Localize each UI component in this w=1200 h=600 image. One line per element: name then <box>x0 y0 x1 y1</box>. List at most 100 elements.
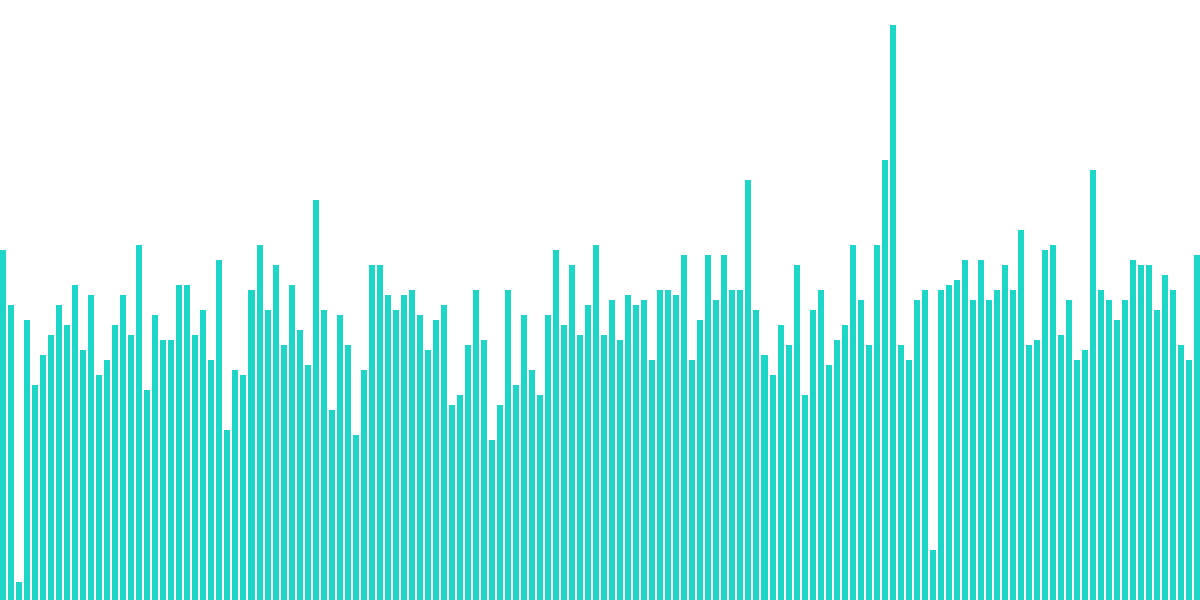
bar <box>537 395 543 600</box>
bar <box>409 290 415 600</box>
bar <box>753 310 759 600</box>
bar <box>633 305 639 600</box>
bar <box>513 385 519 600</box>
bar <box>585 305 591 600</box>
bar <box>1098 290 1104 600</box>
bar <box>898 345 904 600</box>
bar <box>465 345 471 600</box>
bar <box>946 285 952 600</box>
bar <box>56 305 62 600</box>
bar <box>609 300 615 600</box>
bar <box>481 340 487 600</box>
bar <box>930 550 936 600</box>
bar <box>40 355 46 600</box>
bar <box>313 200 319 600</box>
bar <box>986 300 992 600</box>
bar <box>761 355 767 600</box>
bar <box>361 370 367 600</box>
bar <box>569 265 575 600</box>
bar <box>1194 255 1200 600</box>
bar <box>938 290 944 600</box>
bar <box>1074 360 1080 600</box>
bar <box>1082 350 1088 600</box>
bar <box>802 395 808 600</box>
bar <box>104 360 110 600</box>
bar <box>641 300 647 600</box>
bar <box>906 360 912 600</box>
bar <box>1050 245 1056 600</box>
bar <box>745 180 751 600</box>
bar <box>208 360 214 600</box>
bar <box>377 265 383 600</box>
bar <box>289 285 295 600</box>
bar <box>0 250 6 600</box>
bar <box>433 320 439 600</box>
bar <box>152 315 158 600</box>
bar <box>978 260 984 600</box>
bar <box>649 360 655 600</box>
bar <box>794 265 800 600</box>
bar <box>425 350 431 600</box>
bar <box>561 325 567 600</box>
bar <box>770 375 776 600</box>
bar <box>1122 300 1128 600</box>
bar <box>273 265 279 600</box>
bar <box>625 295 631 600</box>
bar <box>401 295 407 600</box>
bar <box>954 280 960 600</box>
bar <box>8 305 14 600</box>
bar <box>778 325 784 600</box>
bar <box>80 350 86 600</box>
bar <box>810 310 816 600</box>
bar <box>16 582 22 600</box>
bar <box>842 325 848 600</box>
bar <box>617 340 623 600</box>
bar <box>577 335 583 600</box>
bar <box>922 290 928 600</box>
bar <box>120 295 126 600</box>
bar <box>713 300 719 600</box>
bar <box>665 290 671 600</box>
bar <box>1178 345 1184 600</box>
bar <box>345 345 351 600</box>
bar <box>681 255 687 600</box>
bar <box>721 255 727 600</box>
bar <box>521 315 527 600</box>
bar <box>729 290 735 600</box>
bar <box>1010 290 1016 600</box>
bar <box>216 260 222 600</box>
bar <box>593 245 599 600</box>
bar <box>168 340 174 600</box>
bar <box>1090 170 1096 600</box>
bar <box>994 290 1000 600</box>
bar <box>321 310 327 600</box>
bar <box>417 315 423 600</box>
bar <box>529 370 535 600</box>
bar <box>1018 230 1024 600</box>
bar <box>473 290 479 600</box>
bar <box>866 345 872 600</box>
bar <box>818 290 824 600</box>
bar <box>128 335 134 600</box>
bar <box>1162 275 1168 600</box>
bar <box>184 285 190 600</box>
bar <box>962 260 968 600</box>
bar <box>1138 265 1144 600</box>
bar <box>329 410 335 600</box>
bar <box>136 245 142 600</box>
bar <box>24 320 30 600</box>
bar <box>1058 335 1064 600</box>
bar <box>553 250 559 600</box>
bar <box>32 385 38 600</box>
bar <box>657 290 663 600</box>
bar <box>1114 320 1120 600</box>
bar <box>393 310 399 600</box>
bar <box>48 335 54 600</box>
bar <box>1154 310 1160 600</box>
bar <box>890 25 896 600</box>
bar <box>281 345 287 600</box>
bar <box>176 285 182 600</box>
bar <box>601 335 607 600</box>
bar <box>914 300 920 600</box>
bar <box>1106 300 1112 600</box>
